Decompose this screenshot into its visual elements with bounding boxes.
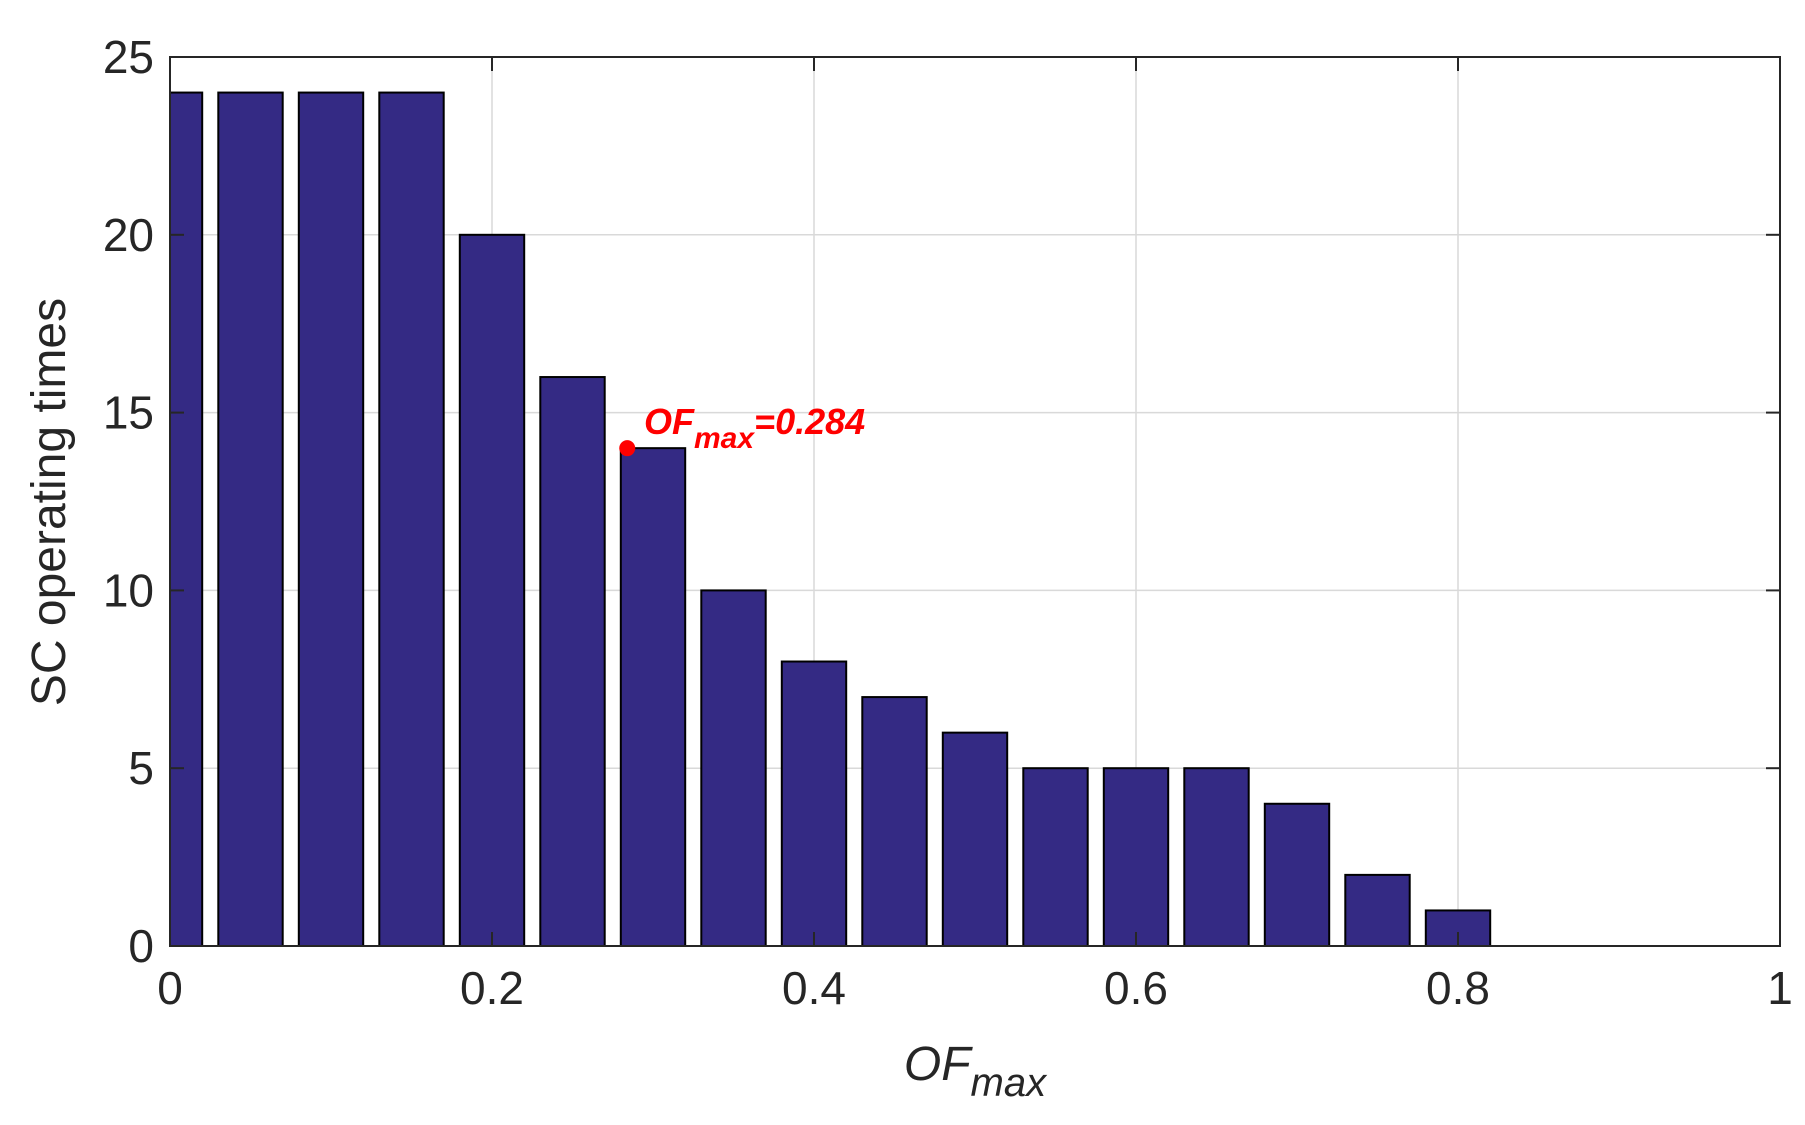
y-tick-label: 20 (103, 209, 154, 261)
bar (169, 91, 204, 947)
bar (539, 376, 606, 948)
annotation-label-main: OF (644, 401, 695, 442)
annotation-label-sub: max (694, 422, 755, 455)
annotation-label: OFmax=0.284 (644, 401, 865, 455)
bar (1183, 767, 1250, 948)
bar (1344, 873, 1411, 948)
y-tick-label: 10 (103, 564, 154, 616)
x-tick-label: 0.2 (460, 962, 524, 1014)
bar (217, 91, 284, 947)
bar (1022, 767, 1089, 948)
y-tick-label: 25 (103, 31, 154, 83)
bar (861, 696, 928, 948)
x-tick-label: 0.4 (782, 962, 846, 1014)
bar (1102, 767, 1170, 948)
x-tick-label: 0 (157, 962, 183, 1014)
y-tick-label: 0 (128, 920, 154, 972)
y-tick-label: 5 (128, 742, 154, 794)
bar (780, 660, 848, 948)
bar (619, 447, 687, 947)
bar (378, 91, 445, 947)
x-axis-title-main: OF (904, 1038, 973, 1091)
bar (941, 731, 1009, 948)
annotation-label-value: =0.284 (754, 401, 865, 442)
x-tick-label: 1 (1767, 962, 1793, 1014)
bar (297, 91, 365, 947)
bar (458, 233, 526, 948)
x-tick-label: 0.6 (1104, 962, 1168, 1014)
y-axis-title: SC operating times (23, 298, 76, 706)
annotation-point (619, 440, 636, 457)
x-tick-label: 0.8 (1426, 962, 1490, 1014)
bar (1263, 802, 1331, 948)
plot-frame (169, 56, 1781, 947)
y-tick-label: 15 (103, 387, 154, 439)
x-axis-title-sub: max (971, 1061, 1049, 1105)
annotation-marker (619, 440, 636, 457)
bar (700, 589, 767, 948)
x-axis-title: OFmax (904, 1038, 1048, 1105)
